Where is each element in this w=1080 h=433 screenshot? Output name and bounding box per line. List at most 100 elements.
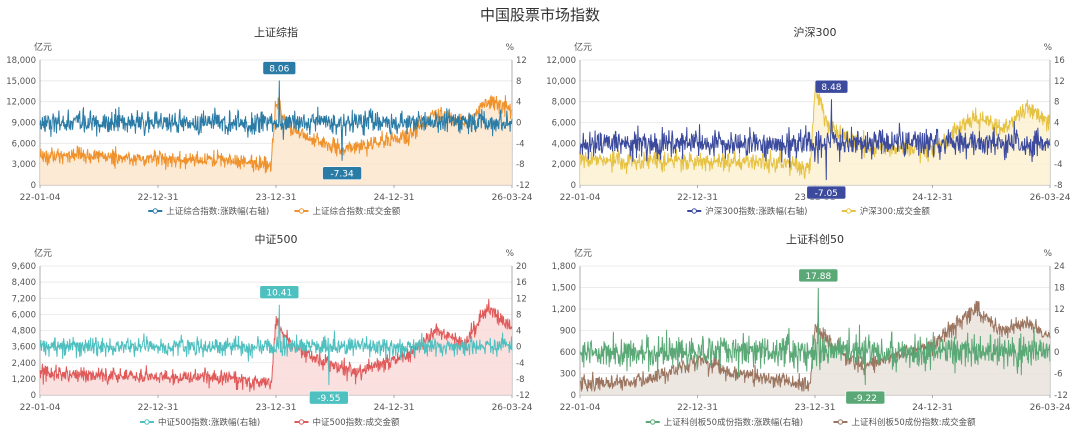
series-pct-line	[39, 304, 513, 386]
legend-entry: 沪深300:成交金额	[860, 206, 931, 217]
y-tick-label-right: 12	[516, 56, 527, 66]
y-tick-label-right: 4	[516, 98, 521, 108]
left-unit-label: 亿元	[574, 247, 592, 259]
series-pct-line	[39, 80, 513, 161]
x-tick-label: 22-12-31	[677, 403, 718, 413]
x-tick-label: 22-12-31	[138, 403, 179, 413]
y-tick-label-right: 6	[1054, 327, 1059, 337]
y-tick-label-right: 8	[1054, 98, 1059, 108]
y-tick-label-left: 300	[560, 370, 576, 380]
trough-label: -9.22	[845, 390, 886, 405]
right-unit-label: %	[505, 249, 514, 259]
peak-label-value: 8.06	[269, 65, 289, 75]
y-tick-label-left: 1,200	[552, 305, 576, 315]
y-tick-label-left: 1,800	[552, 262, 576, 272]
y-tick-label-right: 0	[1054, 348, 1059, 358]
peak-label-box	[798, 268, 839, 283]
y-tick-label-left: 0	[571, 181, 576, 191]
y-tick-label-right: 16	[1054, 56, 1065, 66]
legend-entry: 中证500指数:成交金额	[312, 417, 400, 428]
chart-title: 上证科创50	[786, 232, 844, 246]
x-tick-label: 23-12-31	[256, 403, 297, 413]
y-tick-label-left: 9,600	[12, 262, 36, 272]
peak-label: 8.06	[262, 61, 297, 75]
y-tick-label-right: 16	[516, 278, 527, 288]
y-tick-label-right: -6	[1054, 370, 1062, 380]
legend-entry: 上证综合指数:涨跌幅(右轴)	[166, 206, 269, 217]
legend-entry: 上证科创板50成份指数:成交金额	[851, 417, 976, 428]
x-tick-label: 26-03-24	[1030, 403, 1071, 413]
y-tick-label-right: 12	[1054, 305, 1065, 315]
legend-marker	[298, 208, 305, 214]
y-tick-label-right: -4	[516, 359, 524, 369]
peak-label-box	[814, 79, 849, 94]
y-tick-label-left: 6,000	[552, 119, 576, 129]
x-tick-label: 26-03-24	[1030, 193, 1071, 203]
legend-marker	[650, 419, 656, 425]
y-tick-label-right: -12	[516, 391, 530, 401]
legend-entry: 上证科创板50成份指数:涨跌幅(右轴)	[664, 417, 803, 428]
y-tick-label-right: -12	[1054, 391, 1068, 401]
y-tick-label-right: 4	[516, 327, 521, 337]
y-tick-label-right: 12	[516, 294, 527, 304]
trough-label-box	[845, 390, 886, 405]
series-amount-line	[39, 95, 513, 174]
right-unit-label: %	[1043, 249, 1052, 259]
left-unit-label: 亿元	[574, 41, 592, 53]
legend-marker	[837, 419, 844, 425]
legend-marker	[152, 208, 158, 214]
peak-label-box	[259, 285, 300, 299]
y-tick-label-right: -8	[516, 375, 524, 385]
legend: 上证科创板50成份指数:涨跌幅(右轴) 上证科创板50成份指数:成交金额	[645, 417, 976, 428]
left-unit-label: 亿元	[34, 41, 52, 53]
y-tick-label-right: 20	[516, 262, 527, 272]
legend-marker	[298, 419, 305, 425]
y-tick-label-right: -8	[516, 160, 524, 170]
y-tick-label-left: 4,000	[552, 139, 576, 149]
y-tick-label-right: 8	[516, 310, 521, 320]
y-tick-label-left: 0	[31, 391, 36, 401]
x-tick-label: 24-12-31	[374, 193, 415, 203]
trough-label-value: -7.05	[815, 189, 838, 199]
y-tick-label-left: 6,000	[12, 139, 36, 149]
trough-label-box	[806, 185, 847, 200]
y-tick-label-right: 24	[1054, 262, 1065, 272]
y-tick-label-right: -4	[516, 139, 524, 149]
trough-label-value: -9.22	[854, 394, 877, 404]
y-tick-label-left: 900	[560, 327, 576, 337]
trough-label: -7.34	[322, 166, 362, 181]
x-tick-label: 22-01-04	[20, 403, 61, 413]
right-unit-label: %	[505, 43, 514, 53]
y-tick-label-right: 8	[516, 77, 521, 87]
x-tick-label: 23-12-31	[256, 193, 297, 203]
series-amount-line	[579, 300, 1051, 393]
y-tick-label-right: 0	[1054, 139, 1059, 149]
peak-label: 17.88	[798, 268, 839, 283]
trough-label-box	[322, 166, 362, 181]
x-tick-label: 22-01-04	[20, 193, 61, 203]
x-tick-label: 24-12-31	[912, 403, 953, 413]
y-tick-label-left: 10,000	[546, 77, 576, 87]
y-tick-label-right: 4	[1054, 119, 1059, 129]
y-tick-label-left: 12,000	[546, 56, 576, 66]
trough-label-box	[309, 390, 349, 405]
y-tick-label-right: -8	[1054, 181, 1062, 191]
peak-label: 10.41	[259, 285, 300, 299]
y-tick-label-left: 600	[560, 348, 576, 358]
y-tick-label-right: -12	[516, 181, 530, 191]
y-tick-label-left: 3,000	[12, 160, 36, 170]
legend-marker	[691, 208, 697, 214]
legend: 上证综合指数:涨跌幅(右轴) 上证综合指数:成交金额	[148, 206, 401, 217]
y-tick-label-left: 15,000	[6, 77, 36, 87]
legend-entry: 上证综合指数:成交金额	[312, 206, 400, 217]
x-tick-label: 26-03-24	[492, 193, 533, 203]
y-tick-label-right: 0	[516, 343, 521, 353]
right-unit-label: %	[1043, 43, 1052, 53]
y-tick-label-left: 4,800	[12, 327, 36, 337]
x-tick-label: 22-12-31	[138, 193, 179, 203]
x-tick-label: 22-01-04	[560, 193, 601, 203]
y-tick-label-right: -4	[1054, 160, 1062, 170]
y-tick-label-left: 0	[31, 181, 36, 191]
